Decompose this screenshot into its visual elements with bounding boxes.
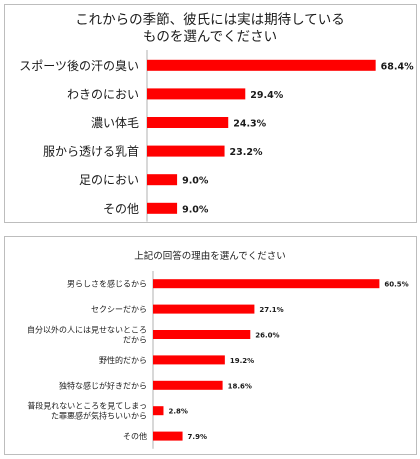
data-label: 68.4%: [381, 61, 414, 72]
category-label: 野性的だから: [99, 355, 147, 365]
data-label: 27.1%: [259, 306, 283, 314]
category-label: スポーツ後の汗の臭い: [19, 58, 139, 73]
data-label: 24.3%: [233, 119, 266, 130]
bar: [147, 117, 229, 128]
bar: [153, 330, 251, 339]
category-label: 男らしさを感じるから: [67, 279, 147, 289]
bar: [153, 431, 183, 441]
data-label: 2.8%: [168, 408, 187, 416]
category-label: その他: [103, 202, 139, 216]
bar: [153, 380, 223, 390]
data-label: 9.0%: [182, 176, 209, 187]
category-label: セクシーだから: [91, 305, 147, 314]
category-label: 足のにおい: [79, 173, 139, 187]
data-label: 19.2%: [230, 357, 254, 365]
chart-title: ものを選んでください: [143, 29, 277, 45]
category-label: 普段見れないところを見てしまっ: [27, 401, 147, 411]
category-label: 濃い体毛: [91, 116, 139, 130]
category-label: 自分以外の人には見せないところ: [27, 325, 147, 335]
category-label: わきのにおい: [67, 87, 139, 101]
bar: [153, 355, 225, 365]
category-label: 独特な感じが好きだから: [59, 380, 147, 390]
bar: [153, 304, 255, 314]
chart-title: 上記の回答の理由を選んでください: [134, 250, 286, 262]
bar: [147, 202, 178, 214]
data-label: 9.0%: [182, 204, 209, 215]
bar: [147, 88, 246, 100]
data-label: 29.4%: [250, 90, 283, 101]
category-label: 服から透ける乳首: [43, 145, 139, 159]
category-label: だから: [123, 336, 147, 345]
chart-title: これからの季節、彼氏には実は期待している: [75, 12, 345, 28]
bar: [147, 145, 225, 157]
bar: [153, 406, 164, 416]
chart-panel-expectations: これからの季節、彼氏には実は期待している ものを選んでください スポーツ後の汗の臭い…: [4, 4, 417, 223]
bar: [147, 59, 376, 71]
expectations-chart: これからの季節、彼氏には実は期待しているものを選んでくださいスポーツ後の汗の臭い…: [19, 12, 414, 222]
bar: [153, 279, 380, 289]
category-label: その他: [123, 431, 147, 441]
data-label: 18.6%: [228, 382, 252, 390]
category-label: た罪悪感が気持ちいいから: [51, 411, 147, 421]
data-label: 60.5%: [384, 281, 408, 289]
data-label: 23.2%: [230, 147, 263, 158]
chart-panel-reasons: 上記の回答の理由を選んでください男らしさを感じるから 60.5% セクシーだから 27…: [4, 236, 417, 455]
data-label: 7.9%: [188, 433, 207, 441]
data-label: 26.0%: [255, 332, 279, 340]
bar: [147, 174, 178, 186]
